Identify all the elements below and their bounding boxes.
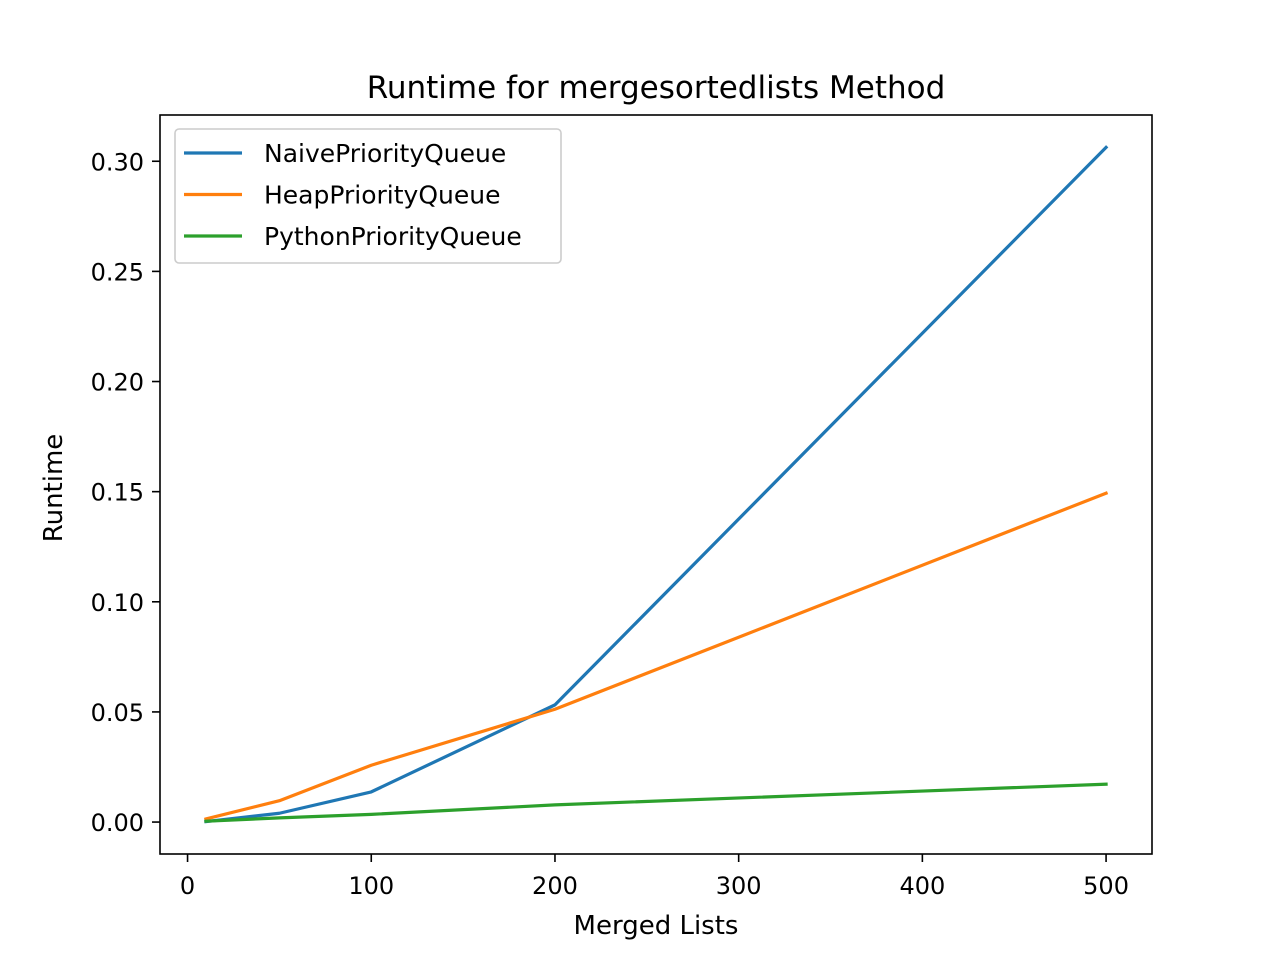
y-tick-label: 0.25 [91,258,144,286]
legend-label-3: PythonPriorityQueue [264,222,522,251]
y-tick-label: 0.10 [91,589,144,617]
y-axis-ticks: 0.00 0.05 0.10 0.15 0.20 0.25 0.30 [91,148,160,837]
x-tick-label: 200 [532,872,578,900]
legend-box [174,128,562,264]
y-tick-label: 0.05 [91,699,144,727]
x-tick-label: 300 [716,872,762,900]
x-axis-label: Merged Lists [574,911,739,941]
x-axis-ticks: 0 100 200 300 400 500 [180,854,1129,900]
plot-frame [159,114,1153,855]
y-tick-label: 0.00 [91,809,144,837]
series-line-2 [203,491,1109,821]
x-tick-label: 500 [1083,872,1129,900]
legend-label-1: NaivePriorityQueue [264,139,506,168]
series-line-3 [204,782,1108,823]
y-tick-label: 0.15 [91,479,144,507]
x-tick-label: 0 [180,872,195,900]
chart-title: Runtime for mergesortedlists Method [367,70,946,106]
y-tick-label: 0.20 [91,369,144,397]
x-tick-label: 400 [899,872,945,900]
series-lines [203,145,1109,824]
series-line-1 [204,145,1109,824]
x-tick-label: 100 [348,872,394,900]
legend: NaivePriorityQueue HeapPriorityQueue Pytho… [174,128,562,264]
legend-label-2: HeapPriorityQueue [264,181,500,210]
y-axis-label: Runtime [39,434,69,543]
y-tick-label: 0.30 [91,148,144,176]
